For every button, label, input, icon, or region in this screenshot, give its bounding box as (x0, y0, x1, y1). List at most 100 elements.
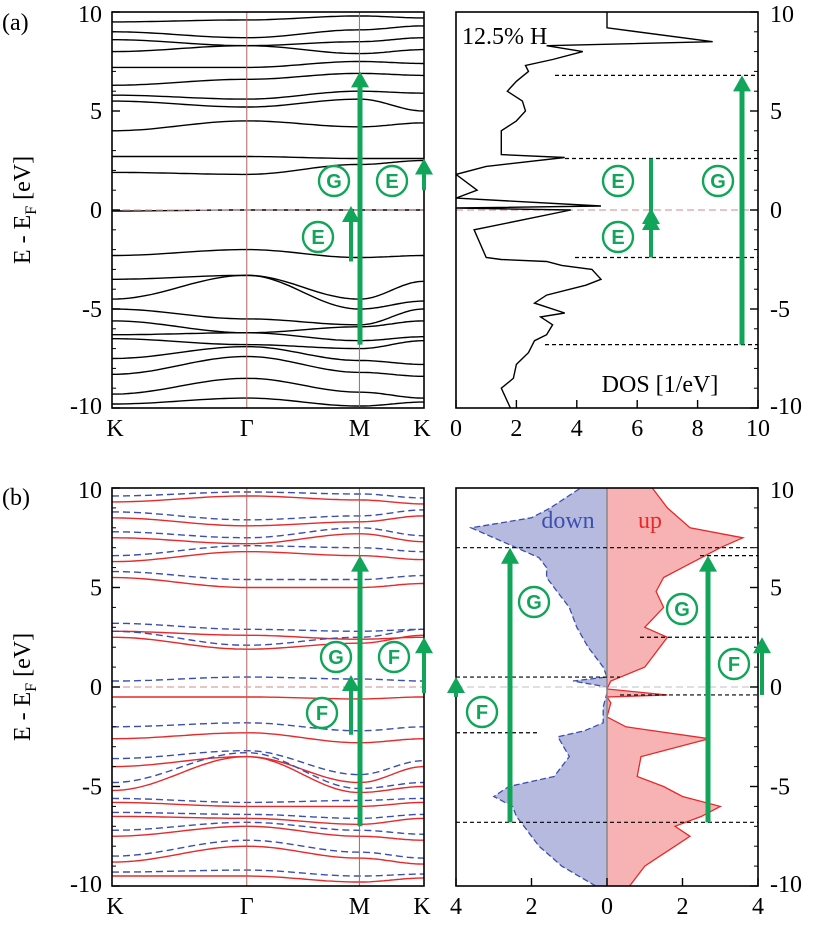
arrow-head (699, 555, 717, 572)
y-tick-label: -5 (770, 775, 790, 801)
band-line-spin-down (112, 839, 424, 859)
y-tick-label: -10 (770, 872, 802, 898)
band-line (112, 90, 424, 100)
y-tick-label: 5 (770, 99, 782, 125)
band-line (112, 45, 424, 55)
band-line (112, 377, 424, 399)
x-tick-label: 4 (450, 894, 462, 920)
band-line-spin-down (112, 570, 424, 581)
svg-text:E - EF [eV]: E - EF [eV] (10, 633, 40, 741)
x-tick-label: 6 (631, 416, 643, 442)
band-line (112, 332, 424, 342)
x-tick-label: 2 (677, 894, 689, 920)
band-line-spin-down (112, 628, 424, 646)
y-tick-label: -10 (70, 872, 102, 898)
ylabel-text: E - E (10, 692, 36, 741)
process-label-letter: F (728, 654, 740, 676)
band-line-spin-up (112, 825, 424, 841)
y-tick-label: 10 (78, 2, 102, 28)
x-tick-label: 2 (526, 894, 538, 920)
band-line-spin-up (112, 755, 424, 794)
process-label-letter: E (311, 227, 324, 249)
y-tick-label: -5 (82, 297, 102, 323)
y-tick-label: 10 (770, 2, 794, 28)
process-label-circle (305, 696, 339, 730)
dos-curve-group (456, 12, 713, 408)
band-line (112, 320, 424, 334)
arrow-head (447, 677, 465, 694)
y-tick-label: 0 (770, 675, 782, 701)
y-tick-label: -5 (770, 297, 790, 323)
x-tick-label: 4 (752, 894, 764, 920)
arrow-head (342, 675, 360, 692)
band-line-spin-up (112, 630, 424, 640)
band-line-spin-up (112, 495, 424, 505)
band-line-spin-down (112, 811, 424, 819)
band-line (112, 15, 424, 23)
arrow-head (351, 555, 369, 572)
process-label-letter: G (526, 592, 542, 614)
band-line (112, 155, 424, 160)
panel-a-label: (a) (2, 10, 29, 36)
arrow-head (351, 71, 369, 88)
process-label-circle (319, 640, 353, 674)
y-tick-label: -5 (82, 775, 102, 801)
y-tick-label: 0 (90, 675, 102, 701)
band-line-spin-up (112, 576, 424, 589)
band-line (112, 37, 424, 47)
process-label-circle (465, 695, 499, 729)
band-lines (112, 491, 424, 883)
dos-axis-title: DOS [1/eV] (602, 372, 719, 398)
band-line-spin-up (112, 845, 424, 865)
dos-area-spin-up (607, 488, 743, 886)
k-point-label: K (106, 416, 124, 442)
spin-up-label: up (638, 508, 662, 534)
band-line (112, 274, 424, 300)
k-point-label: K (413, 416, 431, 442)
band-line-spin-down (112, 722, 424, 732)
band-line-spin-up (112, 515, 424, 527)
process-label-circle (375, 164, 409, 198)
band-line (112, 248, 424, 259)
band-line-spin-up (112, 801, 424, 808)
y-axis-label-b: E - EF [eV] (10, 633, 40, 741)
k-point-label: M (349, 894, 370, 920)
process-label-letter: F (476, 702, 488, 724)
process-label-letter: F (316, 703, 328, 725)
process-label-circle (601, 164, 635, 198)
svg-text:E - EF [eV]: E - EF [eV] (10, 156, 40, 264)
band-line (112, 98, 424, 112)
band-line-spin-up (112, 533, 424, 545)
process-label-circle (665, 592, 699, 626)
process-label-letter: G (328, 647, 344, 669)
band-line-spin-up (112, 815, 424, 825)
k-point-label: K (413, 894, 431, 920)
x-tick-label: 0 (450, 416, 462, 442)
band-line (112, 25, 424, 39)
arrow-head (642, 213, 660, 230)
ylabel-sub: F (23, 206, 40, 215)
spin-down-label: down (541, 508, 594, 534)
y-tick-label: 0 (770, 198, 782, 224)
band-line-spin-down (112, 622, 424, 632)
band-line-spin-down (112, 797, 424, 804)
band-line (112, 338, 424, 350)
band-line-spin-up (112, 732, 424, 744)
dos-curve (456, 12, 713, 408)
band-lines (112, 15, 424, 407)
process-label-circle (301, 220, 335, 254)
band-line (112, 159, 424, 176)
band-line (112, 355, 424, 377)
dos-area-spin-down (471, 488, 607, 886)
y-tick-label: 5 (770, 576, 782, 602)
band-line (112, 397, 424, 407)
band-line-spin-up (112, 634, 424, 650)
band-line (112, 308, 424, 326)
process-label-letter: E (611, 171, 624, 193)
process-label-circle (701, 164, 735, 198)
band-line-spin-up (112, 755, 424, 784)
process-label-circle (517, 585, 551, 619)
y-tick-label: 5 (90, 99, 102, 125)
